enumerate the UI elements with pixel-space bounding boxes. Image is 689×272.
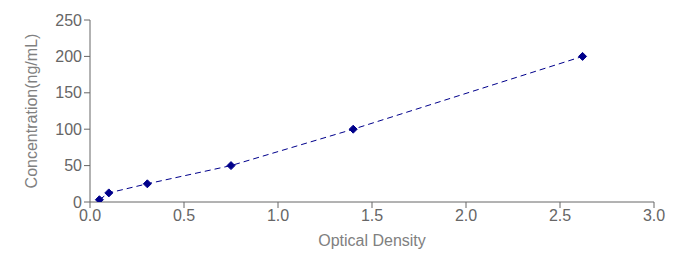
svg-text:50: 50 xyxy=(64,157,82,174)
svg-text:1.0: 1.0 xyxy=(267,207,289,224)
svg-text:2.5: 2.5 xyxy=(549,207,571,224)
svg-text:3.0: 3.0 xyxy=(643,207,665,224)
svg-text:250: 250 xyxy=(55,12,82,29)
svg-text:100: 100 xyxy=(55,121,82,138)
svg-text:0.5: 0.5 xyxy=(173,207,195,224)
svg-text:200: 200 xyxy=(55,48,82,65)
svg-text:1.5: 1.5 xyxy=(361,207,383,224)
svg-text:2.0: 2.0 xyxy=(455,207,477,224)
svg-text:0.0: 0.0 xyxy=(79,207,101,224)
svg-text:0: 0 xyxy=(73,194,82,211)
svg-text:Optical Density: Optical Density xyxy=(318,232,426,249)
svg-text:Concentration(ng/mL): Concentration(ng/mL) xyxy=(23,34,40,189)
svg-text:150: 150 xyxy=(55,84,82,101)
